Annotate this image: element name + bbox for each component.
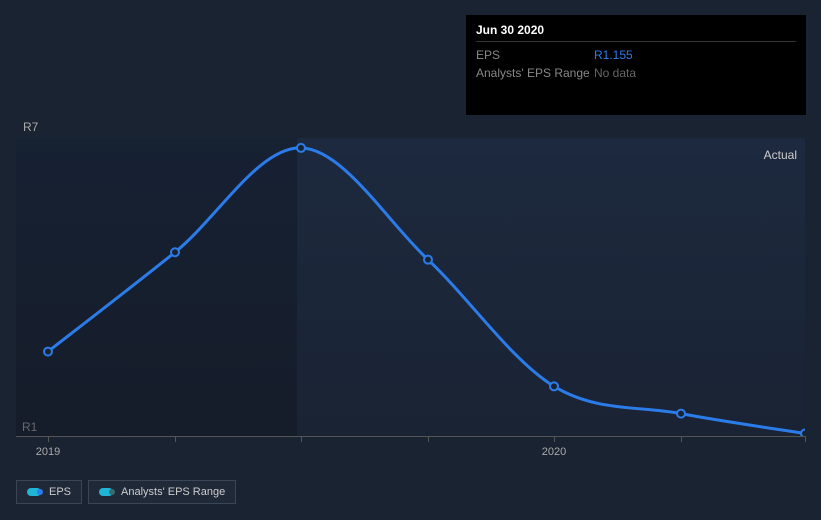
chart-legend: EPS Analysts' EPS Range: [16, 480, 236, 504]
tooltip-row-value: No data: [594, 66, 636, 80]
eps-line-chart: [16, 138, 805, 436]
eps-data-point[interactable]: [424, 256, 432, 264]
chart-plot-area: Actual: [16, 138, 805, 436]
legend-label: EPS: [49, 486, 71, 498]
x-axis-label: 2020: [542, 446, 566, 458]
x-axis-tick: [301, 436, 302, 442]
x-axis-line: [16, 436, 805, 437]
eps-data-point[interactable]: [677, 410, 685, 418]
x-axis-tick: [48, 436, 49, 442]
legend-swatch-icon: [27, 488, 41, 496]
legend-dot-icon: [109, 489, 115, 495]
tooltip-date: Jun 30 2020: [476, 23, 796, 42]
x-axis-tick: [554, 436, 555, 442]
y-axis-max-label: R7: [23, 120, 38, 134]
x-axis-tick: [428, 436, 429, 442]
x-axis-tick: [681, 436, 682, 442]
tooltip-row-value: R1.155: [594, 48, 633, 62]
tooltip-row: EPSR1.155: [476, 46, 796, 64]
tooltip-row: Analysts' EPS RangeNo data: [476, 64, 796, 82]
eps-line: [48, 148, 805, 434]
legend-item[interactable]: EPS: [16, 480, 82, 504]
x-axis-tick: [175, 436, 176, 442]
eps-data-point[interactable]: [171, 248, 179, 256]
tooltip-row-label: Analysts' EPS Range: [476, 66, 594, 80]
eps-data-point[interactable]: [297, 144, 305, 152]
tooltip-row-label: EPS: [476, 48, 594, 62]
legend-item[interactable]: Analysts' EPS Range: [88, 480, 236, 504]
legend-swatch-icon: [99, 488, 113, 496]
legend-label: Analysts' EPS Range: [121, 486, 225, 498]
eps-data-point[interactable]: [550, 382, 558, 390]
data-tooltip: Jun 30 2020 EPSR1.155Analysts' EPS Range…: [466, 15, 806, 115]
x-axis-label: 2019: [36, 446, 60, 458]
eps-data-point[interactable]: [44, 348, 52, 356]
x-axis-tick: [805, 436, 806, 442]
legend-dot-icon: [37, 489, 43, 495]
x-axis: 2019 2020: [16, 436, 805, 458]
